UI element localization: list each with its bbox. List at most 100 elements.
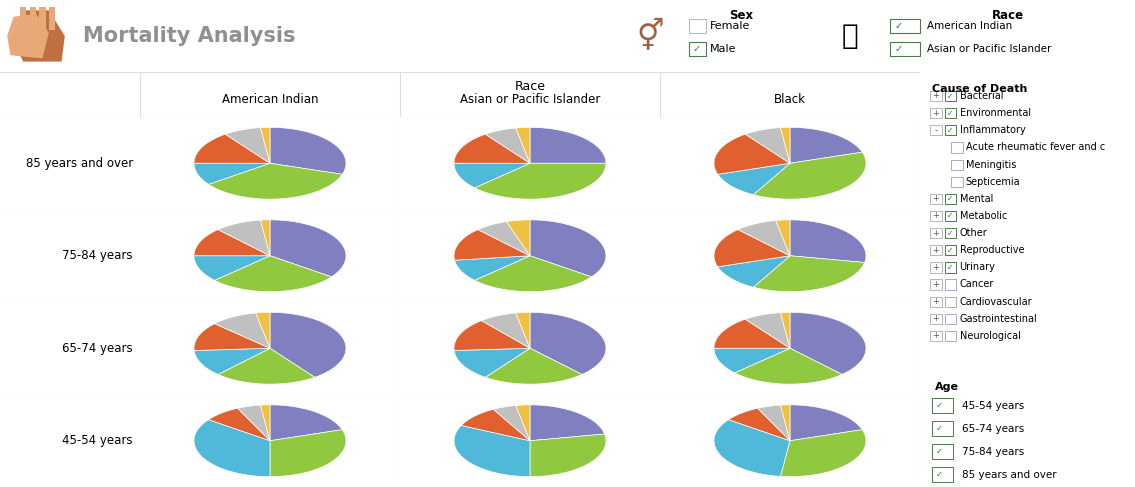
Bar	[931, 297, 942, 307]
Polygon shape	[260, 127, 270, 163]
Polygon shape	[194, 348, 270, 375]
Bar	[945, 297, 957, 307]
Polygon shape	[486, 348, 582, 384]
Polygon shape	[454, 134, 530, 163]
Polygon shape	[758, 405, 790, 441]
Polygon shape	[209, 163, 343, 199]
Text: ✓: ✓	[947, 126, 953, 135]
Text: American Indian: American Indian	[221, 94, 318, 106]
Polygon shape	[781, 405, 790, 441]
Text: ✓: ✓	[935, 424, 942, 433]
Polygon shape	[754, 256, 865, 292]
Polygon shape	[20, 7, 26, 30]
Polygon shape	[260, 405, 270, 441]
Text: Asian or Pacific Islander: Asian or Pacific Islander	[927, 44, 1051, 54]
Text: 75-84 years: 75-84 years	[62, 249, 133, 262]
Polygon shape	[454, 426, 530, 477]
Bar	[951, 177, 962, 187]
Text: ✓: ✓	[947, 211, 953, 221]
Bar	[890, 19, 919, 34]
Polygon shape	[754, 152, 866, 199]
Polygon shape	[515, 405, 530, 441]
Polygon shape	[729, 408, 790, 441]
Polygon shape	[478, 222, 530, 256]
Bar	[945, 211, 957, 221]
Polygon shape	[461, 409, 530, 441]
Text: ✓: ✓	[935, 447, 942, 456]
Text: 85 years and over: 85 years and over	[26, 157, 133, 170]
Text: ✓: ✓	[947, 228, 953, 238]
Polygon shape	[515, 312, 530, 348]
Text: +: +	[933, 92, 940, 100]
Polygon shape	[218, 220, 270, 256]
Text: -: -	[934, 126, 938, 135]
Polygon shape	[226, 128, 270, 163]
Bar	[932, 421, 953, 436]
Bar	[951, 142, 962, 152]
Polygon shape	[194, 420, 270, 477]
Bar	[945, 194, 957, 204]
Text: Septicemia: Septicemia	[966, 177, 1020, 187]
Polygon shape	[270, 220, 346, 277]
Bar	[945, 331, 957, 341]
Bar	[931, 262, 942, 273]
Polygon shape	[270, 127, 346, 174]
Polygon shape	[455, 256, 530, 281]
Text: +: +	[933, 331, 940, 340]
Text: Race: Race	[514, 80, 546, 93]
Text: Cardiovascular: Cardiovascular	[959, 297, 1032, 306]
Bar	[945, 280, 957, 290]
Polygon shape	[790, 220, 866, 262]
Text: Age: Age	[934, 382, 958, 393]
Polygon shape	[781, 127, 790, 163]
Text: Mortality Analysis: Mortality Analysis	[83, 26, 296, 46]
Text: Environmental: Environmental	[959, 108, 1031, 118]
Polygon shape	[7, 14, 49, 58]
Polygon shape	[194, 256, 270, 281]
Bar	[931, 211, 942, 221]
Polygon shape	[530, 405, 605, 441]
Text: 45-54 years: 45-54 years	[62, 434, 133, 447]
Text: ✓: ✓	[935, 470, 942, 479]
Bar	[931, 314, 942, 324]
Text: ✓: ✓	[894, 44, 902, 54]
Polygon shape	[454, 348, 530, 377]
Bar	[931, 108, 942, 118]
Text: Cancer: Cancer	[959, 280, 994, 289]
Polygon shape	[530, 312, 606, 375]
Text: ✓: ✓	[947, 109, 953, 118]
Polygon shape	[237, 405, 270, 441]
Polygon shape	[194, 229, 270, 256]
Text: +: +	[933, 263, 940, 272]
Text: +: +	[933, 228, 940, 238]
Text: ✓: ✓	[935, 401, 942, 410]
Polygon shape	[530, 220, 606, 277]
Polygon shape	[714, 134, 790, 174]
Polygon shape	[194, 163, 270, 185]
Text: +: +	[933, 245, 940, 255]
Polygon shape	[530, 127, 606, 163]
Polygon shape	[790, 405, 863, 441]
Text: ✓: ✓	[947, 92, 953, 100]
Text: Acute rheumatic fever and c: Acute rheumatic fever and c	[966, 142, 1105, 152]
Bar	[932, 398, 953, 413]
Text: Sex: Sex	[729, 9, 753, 22]
Polygon shape	[481, 313, 530, 348]
Polygon shape	[270, 312, 346, 377]
Text: Metabolic: Metabolic	[959, 211, 1007, 221]
Bar	[931, 245, 942, 255]
Polygon shape	[260, 220, 270, 256]
Bar	[932, 444, 953, 459]
Polygon shape	[454, 163, 530, 188]
Bar	[931, 331, 942, 341]
Text: 👥: 👥	[842, 22, 858, 50]
Text: Meningitis: Meningitis	[966, 160, 1016, 169]
Text: Female: Female	[711, 21, 750, 31]
Polygon shape	[790, 127, 863, 163]
Polygon shape	[746, 128, 790, 163]
Polygon shape	[255, 312, 270, 348]
Bar	[945, 91, 957, 101]
Polygon shape	[270, 405, 343, 441]
Polygon shape	[270, 430, 346, 477]
Polygon shape	[194, 134, 270, 163]
